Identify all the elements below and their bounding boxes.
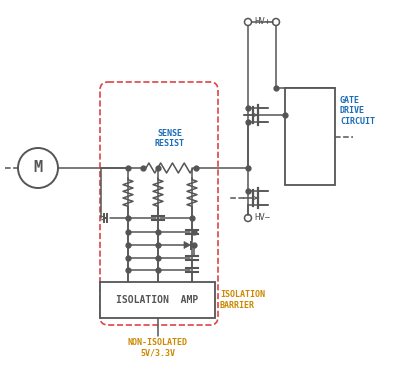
FancyBboxPatch shape — [100, 282, 215, 318]
Text: GATE
DRIVE
CIRCUIT: GATE DRIVE CIRCUIT — [340, 96, 375, 126]
Text: ISOLATION
BARRIER: ISOLATION BARRIER — [220, 290, 265, 310]
Text: NON-ISOLATED
5V/3.3V: NON-ISOLATED 5V/3.3V — [128, 338, 188, 357]
Text: HV+: HV+ — [254, 17, 270, 27]
FancyBboxPatch shape — [285, 88, 335, 185]
Text: ISOLATION  AMP: ISOLATION AMP — [116, 295, 199, 305]
Text: M: M — [34, 160, 42, 175]
Polygon shape — [184, 241, 190, 249]
Text: HV−: HV− — [254, 213, 270, 222]
Text: SENSE
RESIST: SENSE RESIST — [154, 128, 184, 148]
